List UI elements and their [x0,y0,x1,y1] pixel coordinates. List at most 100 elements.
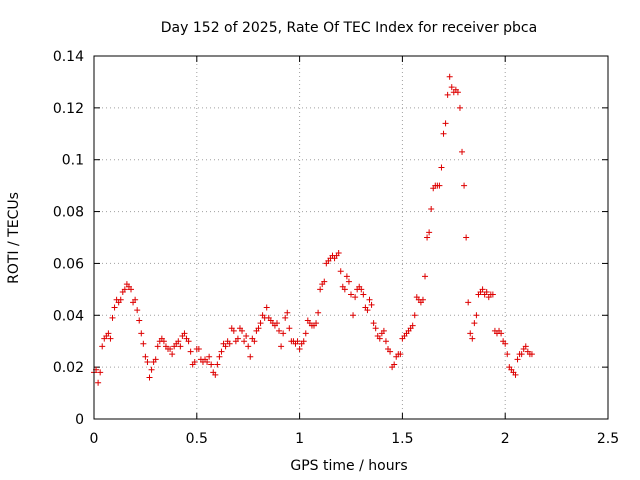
data-point [185,338,192,345]
data-point [341,286,348,293]
data-point [442,120,449,127]
y-tick-label: 0.12 [53,101,84,117]
data-point [105,330,112,337]
data-point [498,330,505,337]
data-point [380,327,387,334]
y-tick-label: 0 [75,412,84,428]
data-point [456,104,463,111]
data-point [239,327,246,334]
data-point [142,353,149,360]
x-tick-label: 1.5 [391,431,413,447]
data-point [514,356,521,363]
x-tick-label: 2 [501,431,510,447]
x-tick-label: 1 [295,431,304,447]
data-point [280,330,287,337]
data-point [422,273,429,280]
data-point [175,338,182,345]
data-point [187,348,194,355]
data-point [366,296,373,303]
data-point [409,322,416,329]
data-point [502,340,509,347]
data-point [95,379,102,386]
y-tick-labels: 0 0.02 0.04 0.06 0.08 0.1 0.12 0.14 [53,49,84,428]
data-point [152,356,159,363]
chart-title: Day 152 of 2025, Rate Of TEC Index for r… [161,20,537,36]
data-point [473,312,480,319]
data-point [251,338,258,345]
data-point [154,343,161,350]
data-point [243,333,250,340]
y-tick-label: 0.1 [62,153,84,169]
data-point [121,286,128,293]
data-point [167,345,174,352]
data-point [438,164,445,171]
data-point [230,327,237,334]
data-point [97,369,104,376]
data-point [337,268,344,275]
y-tick-label: 0.04 [53,308,84,324]
data-point [140,340,147,347]
data-point [177,343,184,350]
data-point [419,296,426,303]
data-point [226,340,233,347]
data-point [181,330,188,337]
y-tick-label: 0.08 [53,205,84,221]
data-point [364,307,371,314]
data-point [278,343,285,350]
data-point [454,89,461,96]
data-point [518,351,525,358]
data-point [286,325,293,332]
data-point [132,296,139,303]
data-point [206,353,213,360]
data-point [212,371,219,378]
y-tick-label: 0.14 [53,49,84,65]
data-point [247,353,254,360]
data-point [128,286,135,293]
data-point [169,351,176,358]
data-point [282,314,289,321]
data-point [528,351,535,358]
data-point [469,335,476,342]
data-point [436,182,443,189]
data-point [257,320,264,327]
y-tick-label: 0.06 [53,256,84,272]
data-point [448,84,455,91]
data-point [144,358,151,365]
data-point [263,304,270,311]
data-point [444,91,451,98]
data-point [489,291,496,298]
data-point [296,345,303,352]
data-point [424,234,431,241]
data-point [446,73,453,80]
data-point [234,335,241,342]
y-tick-label: 0.02 [53,360,84,376]
x-tick-labels: 0 0.5 1 1.5 2 2.5 [90,431,620,447]
data-point [195,345,202,352]
data-point [350,312,357,319]
data-point [465,299,472,306]
x-tick-label: 0 [90,431,99,447]
data-point [440,130,447,137]
axis-ticks [93,55,609,420]
data-point [134,307,141,314]
data-point [348,291,354,298]
data-point [107,335,114,342]
x-tick-label: 0.5 [186,431,208,447]
data-point [245,343,252,350]
data-point [512,371,519,378]
data-point [461,182,468,189]
data-point [471,320,478,327]
data-point [160,338,167,345]
grid [94,56,608,419]
data-point [204,358,211,365]
data-point [376,335,383,342]
data-point [411,312,418,319]
data-point [391,361,398,368]
data-point [479,286,486,293]
data-point [111,304,118,311]
data-point [136,317,143,324]
data-point [426,229,433,236]
data-point [109,314,116,321]
data-point [214,361,221,368]
